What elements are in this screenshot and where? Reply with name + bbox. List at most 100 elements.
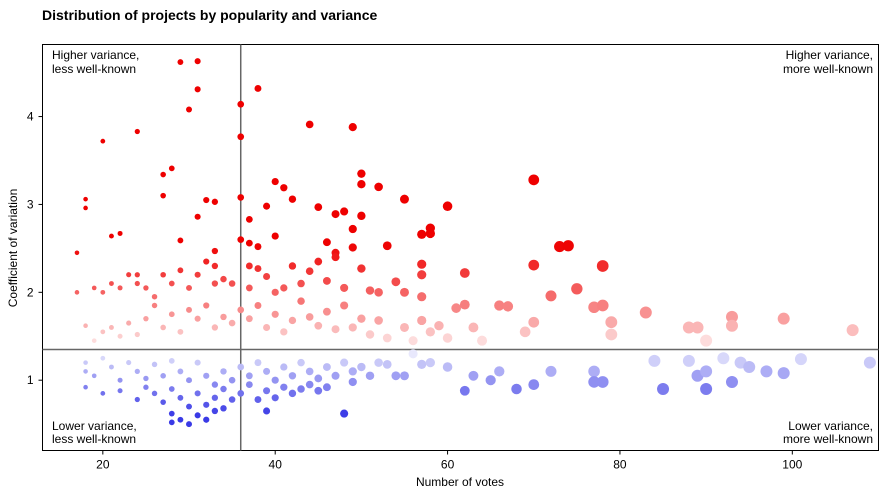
data-point <box>263 367 271 375</box>
data-point <box>357 264 366 273</box>
x-tick-label: 100 <box>782 458 802 472</box>
data-point <box>254 265 262 273</box>
data-point <box>700 382 713 395</box>
data-point <box>408 336 418 346</box>
data-point <box>194 58 201 65</box>
data-point <box>160 171 166 178</box>
data-point <box>305 380 314 389</box>
data-point <box>91 338 97 343</box>
data-point <box>494 300 505 311</box>
data-point <box>571 283 583 295</box>
data-point <box>74 290 80 295</box>
data-point <box>331 371 340 380</box>
data-point <box>271 394 279 402</box>
data-point <box>228 396 236 403</box>
data-point <box>100 138 106 144</box>
data-point <box>725 319 738 332</box>
data-point <box>228 376 236 384</box>
data-point <box>134 280 140 287</box>
data-point <box>186 306 192 313</box>
data-point <box>203 302 210 309</box>
data-point <box>194 271 201 278</box>
data-point <box>117 230 123 236</box>
data-point <box>528 174 540 186</box>
data-point <box>348 377 357 387</box>
data-point <box>143 375 149 382</box>
data-point <box>203 416 210 423</box>
data-point <box>365 286 375 295</box>
data-point <box>117 285 123 291</box>
data-point <box>442 362 453 372</box>
data-point <box>760 365 773 378</box>
data-point <box>357 211 366 221</box>
data-point <box>528 259 540 271</box>
data-point <box>228 280 236 287</box>
data-point <box>348 323 357 332</box>
data-point <box>605 328 618 341</box>
data-point <box>254 302 262 309</box>
data-point <box>211 280 219 287</box>
data-point <box>280 184 288 192</box>
data-point <box>408 349 418 359</box>
data-point <box>322 238 331 247</box>
data-point <box>100 329 106 335</box>
data-point <box>322 383 331 392</box>
data-point <box>545 290 557 302</box>
data-point <box>237 100 245 108</box>
data-point <box>126 360 132 366</box>
data-point <box>340 409 349 418</box>
data-point <box>305 120 314 129</box>
data-point <box>134 396 140 403</box>
data-point <box>314 321 323 330</box>
data-point <box>425 228 435 239</box>
data-point <box>263 272 271 281</box>
data-point <box>237 306 245 314</box>
data-point <box>126 320 132 326</box>
data-point <box>83 384 88 390</box>
data-point <box>203 258 210 265</box>
data-point <box>357 169 366 178</box>
data-point <box>288 262 297 270</box>
data-point <box>331 210 340 219</box>
data-point <box>280 363 288 371</box>
data-point <box>357 362 366 372</box>
data-point <box>203 372 210 379</box>
data-point <box>682 354 695 367</box>
data-point <box>340 358 349 367</box>
data-point <box>100 355 106 361</box>
x-axis-ticks: 20 40 60 80 100 <box>96 450 803 472</box>
data-point <box>168 280 175 287</box>
data-point <box>109 325 114 330</box>
data-point <box>237 133 245 141</box>
data-point <box>211 198 219 205</box>
data-point <box>417 259 427 269</box>
data-point <box>194 359 201 366</box>
plot-frame <box>42 44 879 451</box>
data-point <box>846 324 859 337</box>
data-point <box>399 371 409 381</box>
data-point <box>186 284 192 291</box>
data-point <box>340 301 349 310</box>
data-point <box>211 262 219 270</box>
data-point <box>305 367 314 376</box>
data-point <box>794 353 807 366</box>
data-point <box>459 385 470 396</box>
y-tick-label: 4 <box>27 110 34 124</box>
y-tick-label: 2 <box>27 285 34 299</box>
data-point <box>245 215 253 223</box>
data-point <box>186 403 192 410</box>
data-point <box>280 284 288 292</box>
data-point <box>322 307 331 316</box>
data-point <box>271 178 279 186</box>
data-point <box>271 376 279 384</box>
data-point <box>203 196 210 204</box>
data-point <box>700 334 713 347</box>
data-point <box>434 320 444 331</box>
data-point <box>100 390 106 396</box>
data-point <box>288 372 297 380</box>
x-tick-label: 20 <box>96 458 110 472</box>
data-point <box>168 311 175 318</box>
data-point <box>237 363 245 371</box>
data-point <box>211 324 219 331</box>
data-point <box>374 288 383 297</box>
